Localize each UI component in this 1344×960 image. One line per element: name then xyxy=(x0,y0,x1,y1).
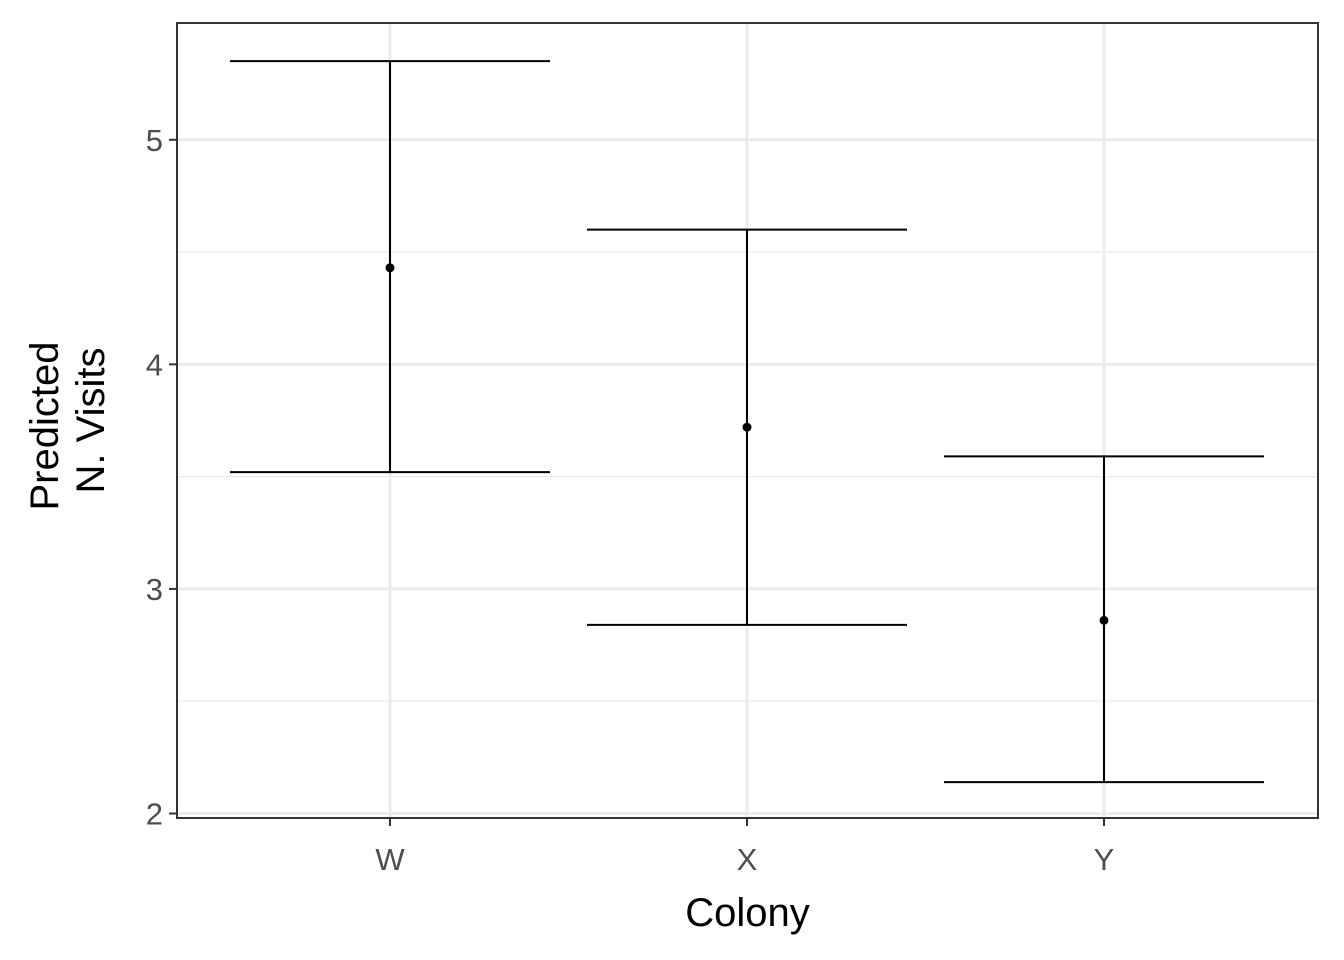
y-axis-title-line-2: N. Visits xyxy=(69,348,113,494)
x-axis-ticks: W X Y xyxy=(375,818,1114,877)
error-bar-w xyxy=(230,60,550,474)
x-tick-label-x: X xyxy=(737,842,758,877)
y-tick-label: 3 xyxy=(146,572,163,607)
error-bar-y xyxy=(944,455,1264,784)
y-tick-label: 4 xyxy=(146,347,163,382)
x-tick-label-w: W xyxy=(375,842,405,877)
point-estimate xyxy=(1099,615,1109,625)
y-axis-title-line-1: Predicted xyxy=(23,342,67,511)
point-estimate xyxy=(742,422,752,432)
y-axis-title: Predicted N. Visits xyxy=(23,330,113,510)
error-bars xyxy=(230,60,1264,784)
point-estimate xyxy=(385,263,395,273)
x-tick-label-y: Y xyxy=(1094,842,1115,877)
y-tick-label: 2 xyxy=(146,797,163,832)
y-tick-label: 5 xyxy=(146,123,163,158)
y-axis-ticks: 2 3 4 5 xyxy=(146,123,177,832)
error-bar-x xyxy=(587,228,907,626)
x-axis-title: Colony xyxy=(685,891,810,935)
